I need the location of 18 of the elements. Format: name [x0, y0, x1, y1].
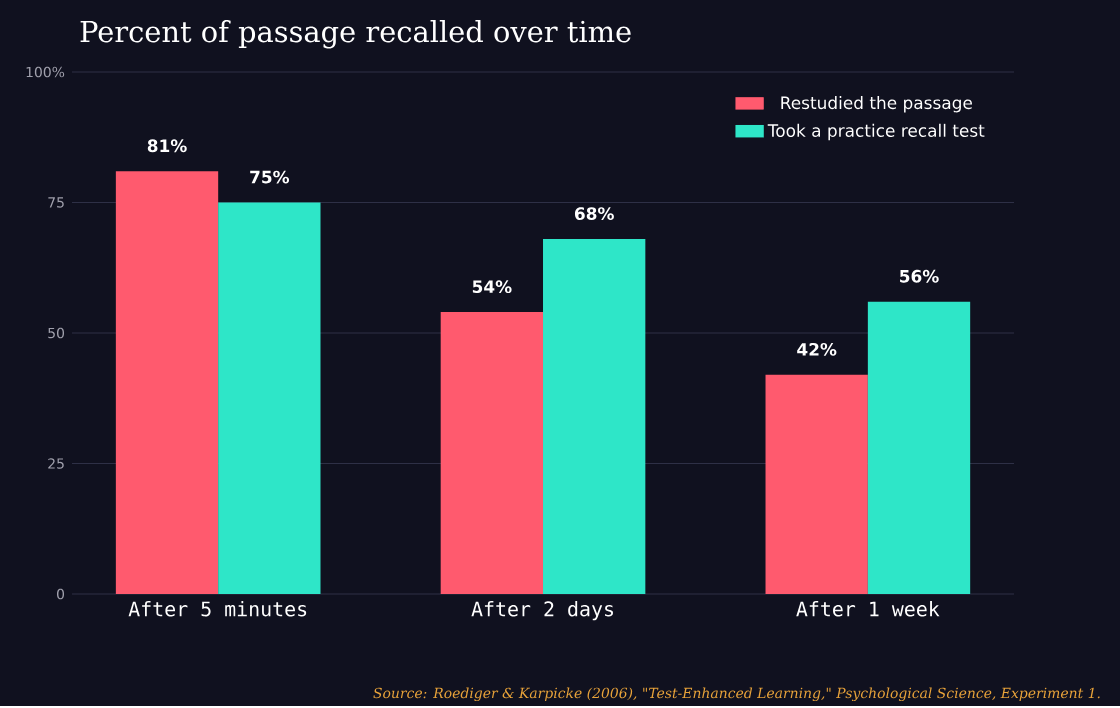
- data-label: 75%: [250, 170, 290, 184]
- bar: [543, 239, 646, 595]
- bar: [765, 374, 868, 595]
- chart-title: Percent of passage recalled over time: [80, 20, 631, 49]
- legend-label: Restudied the passage: [781, 96, 972, 113]
- data-label: 68%: [574, 207, 614, 221]
- bar: [115, 171, 219, 595]
- data-label: 81%: [147, 139, 187, 153]
- legend-label: Took a practice recall test: [767, 123, 985, 141]
- bar: [440, 312, 544, 595]
- bar: [218, 202, 321, 595]
- x-tick-label: After 5 minutes: [128, 601, 307, 617]
- x-tick-label: After 1 week: [796, 601, 940, 617]
- data-label: 56%: [900, 269, 939, 283]
- x-tick-label: After 2 days: [471, 601, 614, 621]
- data-label: 54%: [472, 280, 512, 294]
- bar: [867, 301, 971, 595]
- data-label: 42%: [797, 343, 837, 356]
